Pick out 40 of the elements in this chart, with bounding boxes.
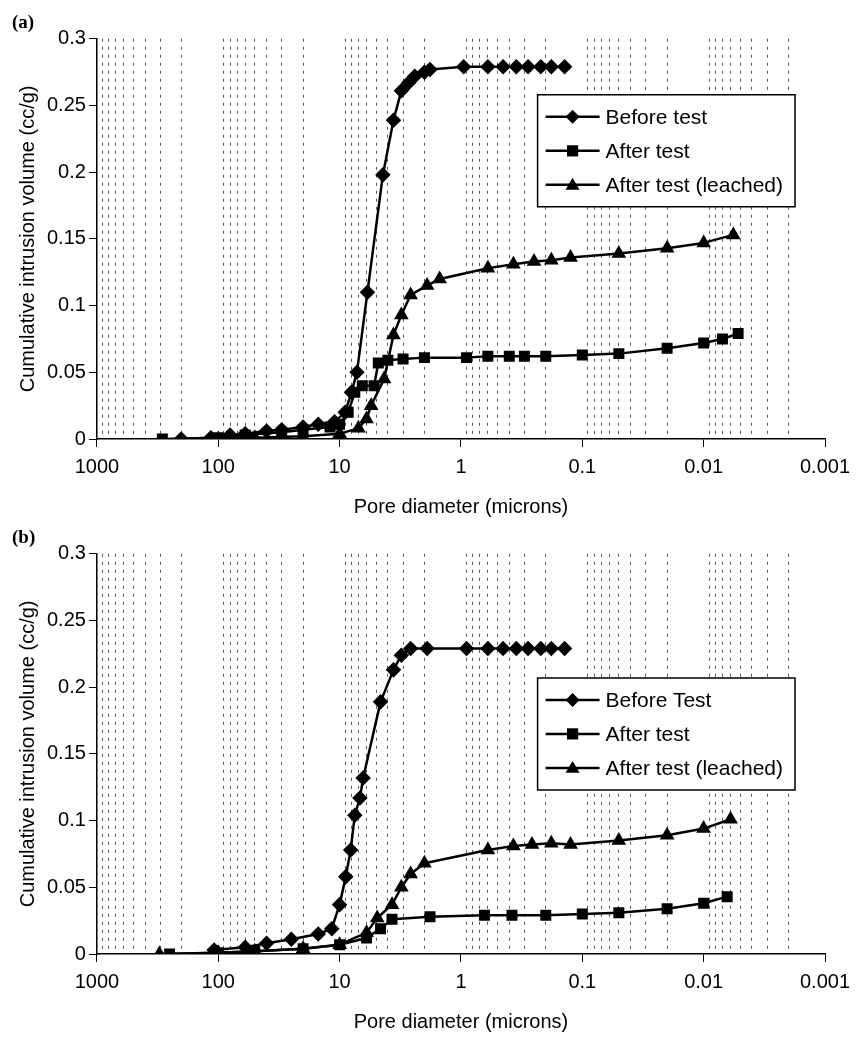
y-tick-label: 0	[74, 941, 86, 964]
x-axis-title: Pore diameter (microns)	[353, 1009, 569, 1032]
x-tick-label: 1000	[74, 969, 120, 992]
x-tick-label: 1	[455, 454, 467, 477]
x-tick-label: 0.01	[684, 454, 724, 477]
chart-title: (a)	[12, 11, 35, 34]
x-tick-label: 1000	[74, 454, 120, 477]
x-tick-label: 1	[455, 969, 467, 992]
chart-title: (b)	[12, 526, 36, 549]
y-tick-label: 0.15	[46, 741, 86, 764]
y-tick-label: 0.25	[46, 93, 86, 116]
y-tick-label: 0.3	[58, 541, 86, 564]
y-tick-label: 0.05	[46, 359, 86, 382]
legend-label: Before Test	[605, 687, 712, 711]
y-axis-title: Cumulative intrusion volume (cc/g)	[15, 600, 38, 908]
legend-label: After test	[605, 721, 690, 745]
legend-label: After test (leached)	[605, 172, 784, 196]
y-tick-label: 0.3	[58, 26, 86, 49]
x-tick-label: 100	[201, 969, 235, 992]
x-axis-title: Pore diameter (microns)	[353, 494, 569, 517]
legend-label: After test	[605, 138, 690, 162]
y-tick-label: 0.15	[46, 226, 86, 249]
x-tick-label: 100	[201, 454, 235, 477]
legend-label: Before test	[605, 104, 708, 128]
x-tick-label: 0.1	[568, 969, 597, 992]
x-tick-label: 0.001	[799, 969, 851, 992]
y-tick-label: 0.1	[58, 808, 86, 831]
x-tick-label: 0.01	[684, 969, 724, 992]
legend-label: After test (leached)	[605, 755, 784, 779]
x-tick-label: 0.001	[799, 454, 851, 477]
y-tick-label: 0.2	[58, 674, 86, 697]
y-tick-label: 0.05	[46, 874, 86, 897]
y-tick-label: 0.25	[46, 608, 86, 631]
x-tick-label: 10	[328, 969, 351, 992]
y-axis-title: Cumulative intrusion volume (cc/g)	[15, 85, 38, 393]
y-tick-label: 0.1	[58, 293, 86, 316]
y-tick-label: 0.2	[58, 159, 86, 182]
x-tick-label: 0.1	[568, 454, 597, 477]
y-tick-label: 0	[74, 426, 86, 449]
x-tick-label: 10	[328, 454, 351, 477]
